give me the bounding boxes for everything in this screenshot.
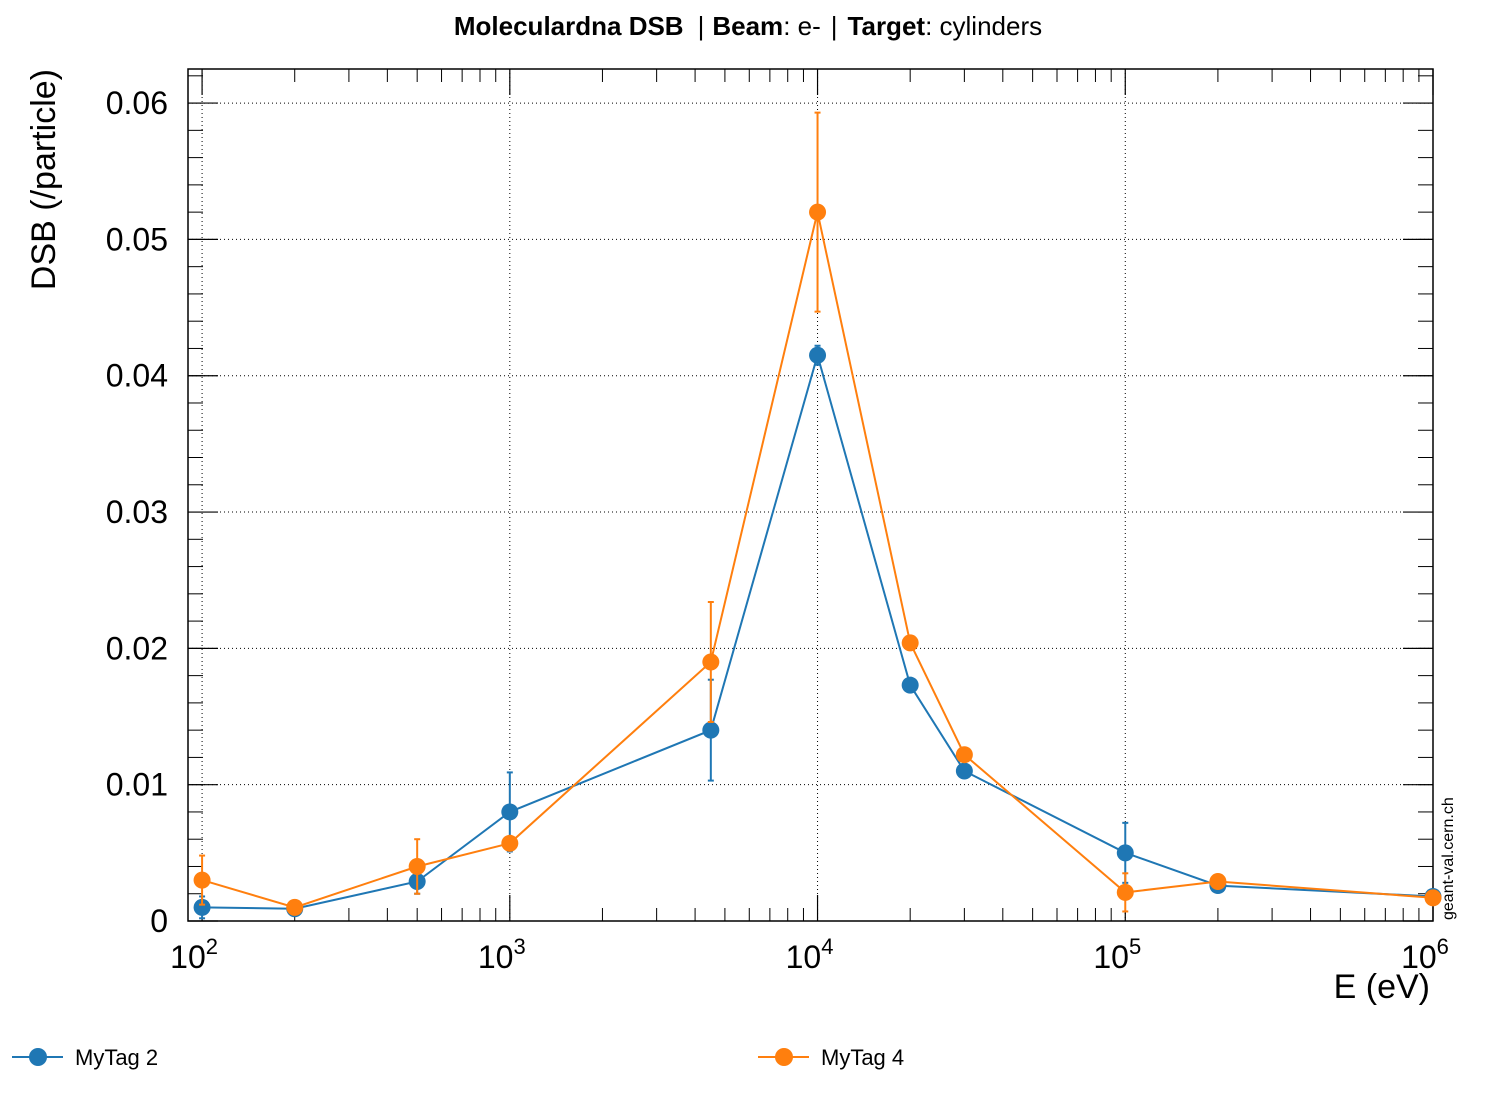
y-tick-label: 0.02	[106, 630, 168, 666]
data-point-mytag-4	[193, 871, 211, 889]
legend-marker-mytag-2	[29, 1048, 47, 1066]
y-tick-label: 0.06	[106, 85, 168, 121]
data-point-mytag-2	[955, 762, 973, 780]
x-tick-label: 103	[478, 934, 526, 975]
y-axis-label: DSB (/particle)	[25, 69, 63, 290]
axis-ticks	[187, 69, 1434, 922]
title-target-label: Target	[848, 11, 926, 41]
chart-title: Moleculardna DSB | Beam: e- | Target: cylind…	[454, 11, 1042, 41]
grid	[188, 69, 1433, 921]
x-axis-label: E (eV)	[1334, 968, 1430, 1006]
x-tick-label: 104	[786, 934, 834, 975]
data-point-mytag-4	[1424, 889, 1442, 907]
legend-marker-mytag-4	[775, 1048, 793, 1066]
data-point-mytag-2	[901, 676, 919, 694]
title-sep-1: |	[698, 11, 705, 41]
series-line-mytag-4	[201, 211, 1434, 909]
y-tick-labels: 0 0.01 0.02 0.03 0.04 0.05 0.06	[106, 85, 168, 939]
data-point-mytag-2	[1116, 844, 1134, 862]
title-sep-2: |	[831, 11, 838, 41]
data-point-mytag-4	[408, 857, 426, 875]
legend-label-mytag-2: MyTag 2	[75, 1045, 158, 1070]
legend-label-mytag-4: MyTag 4	[821, 1045, 904, 1070]
watermark: geant-val.cern.ch	[1440, 797, 1457, 920]
series-mytag-4	[193, 111, 1442, 916]
data-point-mytag-4	[1209, 872, 1227, 890]
series-mytag-2	[193, 344, 1442, 920]
data-point-mytag-2	[702, 721, 720, 739]
legend: MyTag 2 MyTag 4	[12, 1045, 904, 1070]
legend-item-mytag-4: MyTag 4	[758, 1045, 904, 1070]
data-point-mytag-4	[1116, 883, 1134, 901]
x-tick-labels: 102 103 104 105 106	[170, 934, 1449, 975]
y-tick-label: 0.01	[106, 767, 168, 803]
title-beam-value: : e-	[783, 11, 821, 41]
data-point-mytag-2	[809, 346, 827, 364]
data-point-mytag-4	[955, 746, 973, 764]
title-target-value: : cylinders	[925, 11, 1042, 41]
data-point-mytag-4	[286, 898, 304, 916]
y-tick-label: 0.04	[106, 358, 168, 394]
title-beam-label: Beam	[712, 11, 783, 41]
x-tick-label: 106	[1401, 934, 1449, 975]
series	[193, 111, 1442, 920]
plot-frame	[187, 68, 1434, 922]
y-tick-label: 0.05	[106, 221, 168, 257]
data-point-mytag-4	[809, 203, 827, 221]
data-point-mytag-2	[193, 898, 211, 916]
y-tick-label: 0.03	[106, 494, 168, 530]
data-point-mytag-4	[901, 634, 919, 652]
legend-item-mytag-2: MyTag 2	[12, 1045, 158, 1070]
x-tick-label: 105	[1093, 934, 1141, 975]
title-main: Moleculardna DSB	[454, 11, 684, 41]
data-point-mytag-2	[501, 803, 519, 821]
data-point-mytag-4	[702, 653, 720, 671]
data-point-mytag-4	[501, 834, 519, 852]
y-tick-label: 0	[150, 903, 168, 939]
x-tick-label: 102	[170, 934, 218, 975]
